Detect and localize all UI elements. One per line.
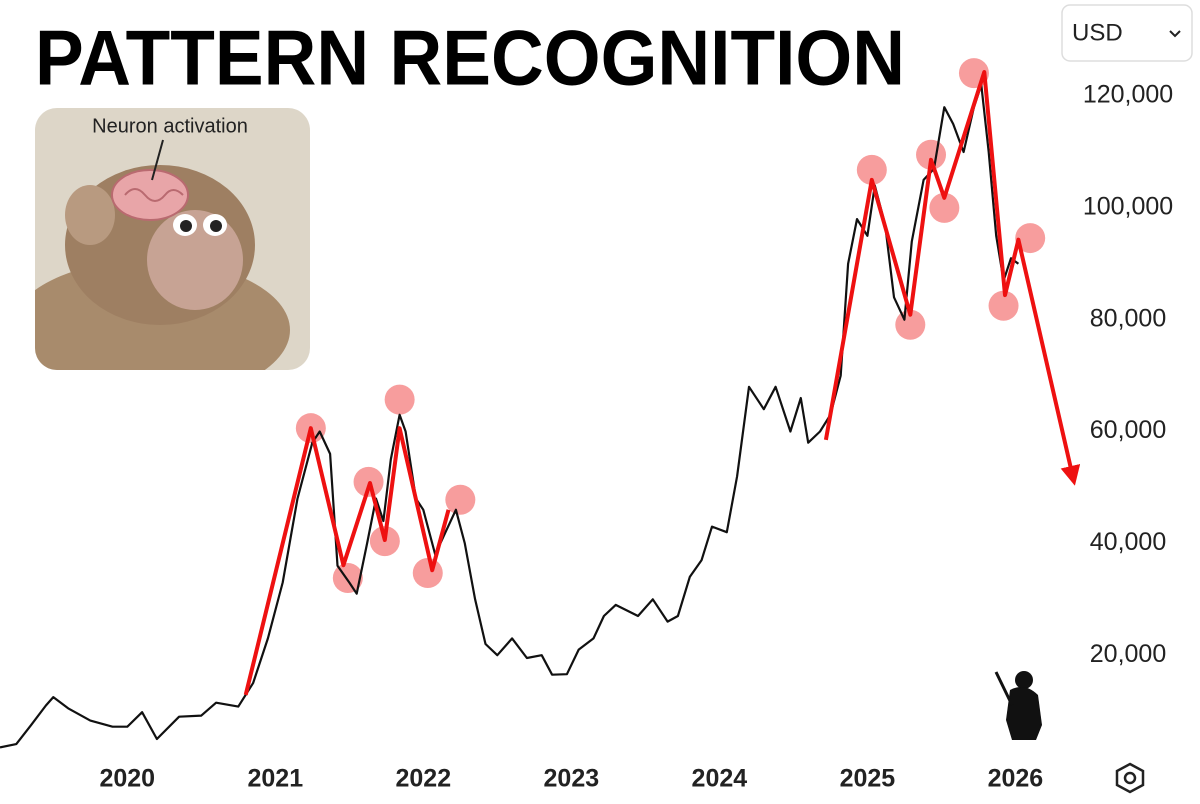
pattern-line [243, 70, 1073, 696]
highlight-circle [929, 192, 960, 223]
inset-image: Neuron activation [35, 108, 310, 370]
currency-label: USD [1072, 19, 1123, 46]
chart-title: PATTERN RECOGNITION [35, 14, 905, 102]
highlight-circle [856, 154, 887, 185]
plot-area: 20,000 40,000 60,000 80,000 100,000 120,000 20… [0, 58, 1173, 793]
highlight-circle [445, 484, 476, 515]
y-tick-label: 20,000 [1090, 640, 1166, 668]
silhouette [994, 671, 1042, 740]
y-tick-label: 60,000 [1090, 416, 1166, 444]
y-tick-label: 80,000 [1090, 304, 1166, 332]
x-tick-label: 2021 [247, 765, 303, 793]
y-tick-label: 120,000 [1083, 81, 1173, 109]
x-tick-label: 2022 [396, 765, 452, 793]
x-tick-label: 2023 [544, 765, 600, 793]
x-tick-label: 2020 [99, 765, 155, 793]
highlight-circle [384, 384, 415, 415]
settings-button[interactable] [1115, 762, 1145, 794]
x-tick-label: 2024 [692, 765, 748, 793]
y-tick-label: 40,000 [1090, 528, 1166, 556]
x-tick-label: 2025 [840, 765, 896, 793]
currency-select[interactable]: USD [1061, 4, 1193, 62]
highlight-circle [988, 290, 1019, 321]
highlight-circle [412, 557, 443, 588]
highlight-circle [1015, 223, 1046, 254]
inset-caption: Neuron activation [92, 115, 248, 137]
price-line [0, 83, 1020, 749]
x-tick-label: 2026 [988, 765, 1044, 793]
y-tick-label: 100,000 [1083, 192, 1173, 220]
